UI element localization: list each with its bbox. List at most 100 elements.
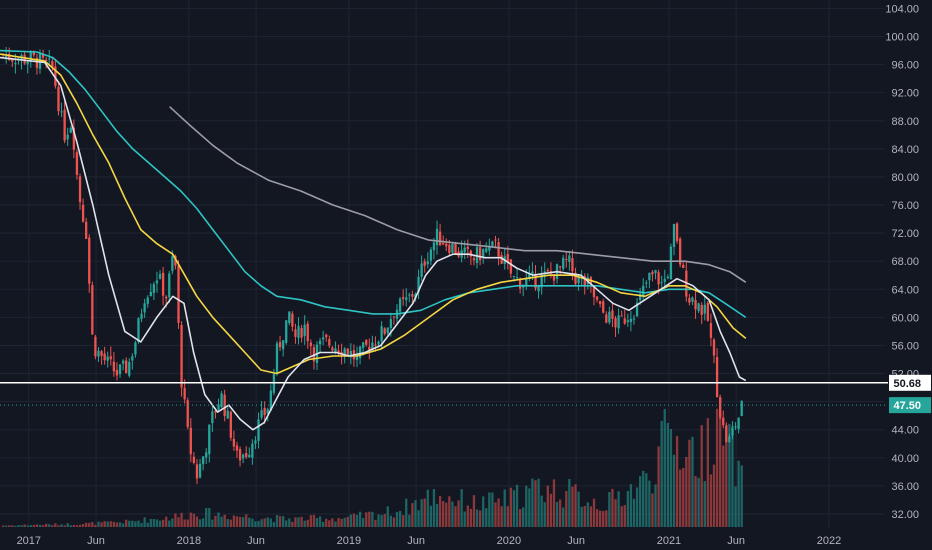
candle-body	[417, 276, 420, 293]
candle-body	[694, 299, 697, 310]
candle-body	[565, 259, 568, 261]
candle-body	[180, 324, 183, 388]
volume-bar	[131, 520, 134, 527]
candle-body	[482, 249, 485, 258]
volume-bar	[355, 514, 359, 527]
candle-body	[23, 54, 26, 64]
volume-bar	[51, 525, 54, 527]
volume-bar	[512, 490, 516, 527]
candle-body	[445, 243, 448, 247]
volume-bar	[420, 499, 423, 527]
volume-bar	[549, 493, 553, 527]
candle-body	[294, 329, 297, 337]
volume-bar	[602, 510, 605, 527]
volume-bar	[522, 507, 525, 527]
y-tick-label: 80.00	[891, 172, 919, 184]
candle-body	[306, 323, 309, 342]
volume-bar	[100, 522, 103, 527]
candle-body	[232, 438, 236, 447]
volume-bar	[466, 505, 469, 527]
candle-body	[577, 276, 580, 284]
volume-bar	[392, 517, 396, 527]
volume-bar	[574, 484, 577, 527]
ma-slow-line	[0, 49, 747, 319]
candle-body	[518, 278, 522, 289]
candle-body	[211, 411, 214, 424]
volume-bar	[223, 514, 226, 527]
volume-bar	[700, 425, 703, 527]
candle-body	[654, 270, 657, 274]
candle-body	[134, 342, 137, 355]
volume-bar	[220, 516, 223, 527]
candle-body	[568, 255, 571, 262]
candle-body	[706, 302, 710, 321]
ma-mid-line	[0, 53, 747, 375]
candle-body	[620, 315, 623, 317]
candle-body	[383, 328, 386, 334]
candle-body	[731, 427, 734, 436]
horizontal-levels[interactable]	[0, 382, 888, 406]
candle-body	[386, 327, 389, 334]
candle-body	[611, 310, 614, 319]
volume-bar	[540, 495, 543, 527]
volume-bar	[211, 519, 214, 527]
time-axis[interactable]: 2017 Jun 2018 Jun 2019 Jun 2020 Jun 2021 Jun 2022	[17, 535, 842, 547]
candle-body	[734, 426, 737, 428]
candle-body	[248, 454, 251, 458]
volume-bar	[568, 479, 571, 527]
candle-body	[389, 319, 393, 329]
volume-bar	[75, 525, 79, 527]
volume-bar	[91, 522, 94, 527]
volume-bar	[146, 522, 149, 527]
y-tick-label: 56.00	[891, 340, 919, 352]
candle-body	[168, 273, 171, 298]
candle-body	[94, 336, 97, 357]
candle-body	[220, 393, 223, 408]
volume-bar	[362, 518, 365, 527]
candle-body	[463, 247, 466, 253]
candle-body	[165, 296, 168, 299]
candle-body	[626, 320, 629, 323]
volume-bar	[429, 505, 433, 527]
candle-body	[128, 361, 131, 376]
volume-bar	[709, 474, 713, 527]
volume-bar	[217, 512, 220, 527]
candle-body	[688, 298, 691, 303]
volume-bar	[183, 519, 186, 527]
volume-bar	[555, 501, 559, 527]
volume-bar	[260, 519, 263, 527]
candle-body	[312, 347, 316, 362]
volume-bar	[201, 518, 205, 527]
candle-body	[155, 280, 159, 284]
candlestick-series	[1, 46, 743, 485]
candle-body	[494, 239, 497, 241]
volume-bar	[691, 436, 694, 527]
candle-body	[602, 301, 605, 313]
candle-body	[515, 277, 519, 279]
volume-bar	[149, 519, 152, 527]
volume-bar	[678, 469, 682, 527]
candle-body	[598, 301, 602, 305]
volume-bar	[112, 521, 116, 527]
volume-bar	[715, 408, 719, 527]
volume-bar	[26, 525, 29, 527]
candle-body	[663, 278, 666, 282]
volume-bar	[515, 484, 519, 527]
volume-bar	[638, 476, 642, 527]
volume-bar	[1, 525, 5, 527]
volume-bar	[722, 445, 725, 527]
volume-bar	[712, 464, 716, 527]
y-tick-label: 76.00	[891, 200, 919, 212]
volume-bar	[281, 516, 285, 527]
candle-body	[125, 360, 128, 374]
volume-bar	[155, 519, 159, 527]
candle-body	[509, 259, 513, 274]
ma-long-line	[169, 106, 747, 283]
x-tick-label: 2017	[17, 535, 41, 547]
candle-body	[635, 302, 639, 317]
candle-body	[629, 318, 633, 323]
candle-body	[651, 271, 654, 275]
volume-bar	[54, 523, 57, 527]
